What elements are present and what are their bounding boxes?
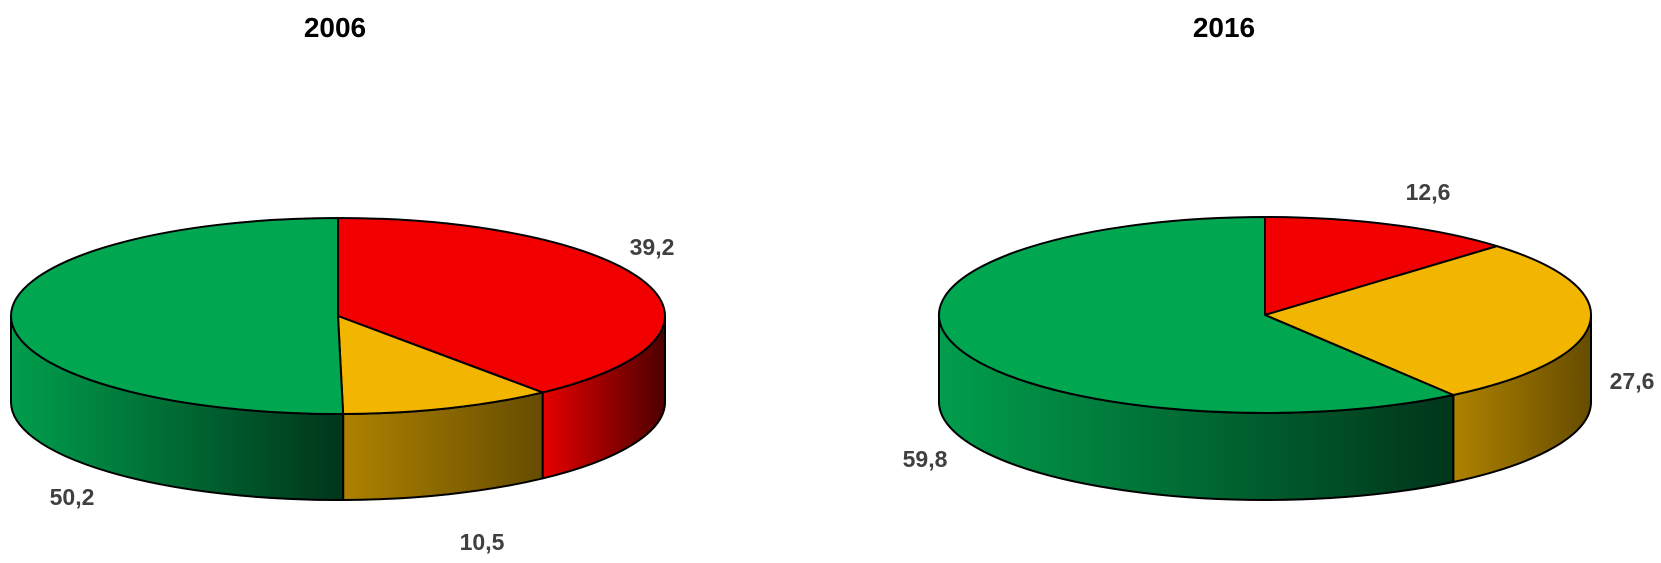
pie-slice-2016-green bbox=[938, 216, 1455, 414]
slice-label-2016-yellow: 27,6 bbox=[1610, 368, 1655, 394]
pie-2016 bbox=[938, 216, 1592, 501]
pie-slice-2016-yellow bbox=[1264, 245, 1592, 397]
chart-title-2016: 2016 bbox=[1193, 12, 1255, 43]
pie-slice-2006-red bbox=[337, 217, 666, 394]
slice-label-2006-red: 39,2 bbox=[630, 234, 675, 260]
pie-2006 bbox=[10, 217, 666, 501]
pie-slice-2006-yellow bbox=[337, 315, 544, 415]
pie-slice-2006-green bbox=[10, 217, 345, 415]
chart-title-2006: 2006 bbox=[304, 12, 366, 43]
slice-label-2016-green: 59,8 bbox=[903, 446, 948, 472]
slice-label-2016-red: 12,6 bbox=[1406, 179, 1451, 205]
chart-2006: 2006 39,2 10,5 50,2 bbox=[10, 12, 675, 555]
slice-label-2006-green: 50,2 bbox=[50, 484, 95, 510]
slice-label-2006-yellow: 10,5 bbox=[460, 529, 505, 555]
pie-slice-2016-red bbox=[1264, 216, 1498, 316]
chart-2016: 2016 12,6 27,6 59,8 bbox=[903, 12, 1655, 501]
